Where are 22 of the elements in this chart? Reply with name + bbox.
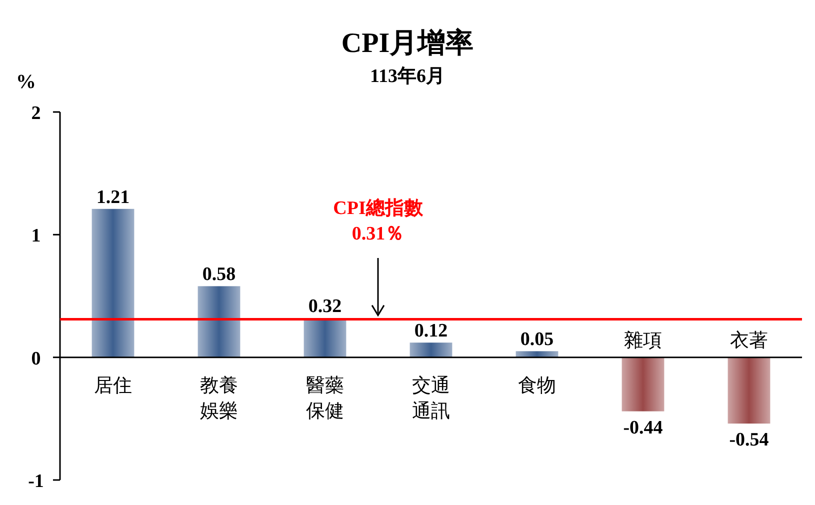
y-tick-label: 2 bbox=[31, 103, 41, 124]
x-tick-label: 醫藥保健 bbox=[306, 375, 344, 422]
data-label: 0.05 bbox=[520, 329, 554, 350]
y-tick-label: 1 bbox=[31, 226, 41, 247]
data-label: 0.12 bbox=[414, 320, 448, 342]
data-label: 0.32 bbox=[308, 296, 342, 318]
x-tick-label: 居住 bbox=[94, 375, 132, 396]
chart-title: CPI月增率 bbox=[341, 27, 474, 59]
ref-line-label: CPI總指數 0.31％ bbox=[333, 198, 424, 245]
x-tick-label: 交通通訊 bbox=[412, 374, 450, 422]
y-tick-label: 0 bbox=[31, 348, 41, 370]
data-label: 1.21 bbox=[96, 186, 130, 208]
data-label: -0.44 bbox=[623, 417, 664, 438]
chart-subtitle: 113年6月 bbox=[370, 66, 445, 87]
data-label: -0.54 bbox=[729, 430, 770, 451]
y-axis-title: % bbox=[16, 71, 36, 93]
x-tick-label: 雜項 bbox=[624, 330, 662, 352]
x-tick-label: 食物 bbox=[518, 375, 556, 396]
data-label: 0.58 bbox=[202, 264, 236, 286]
x-tick-label: 衣著 bbox=[730, 329, 768, 352]
x-tick-label: 教養娛樂 bbox=[200, 375, 238, 422]
y-tick-label: -1 bbox=[28, 471, 44, 492]
